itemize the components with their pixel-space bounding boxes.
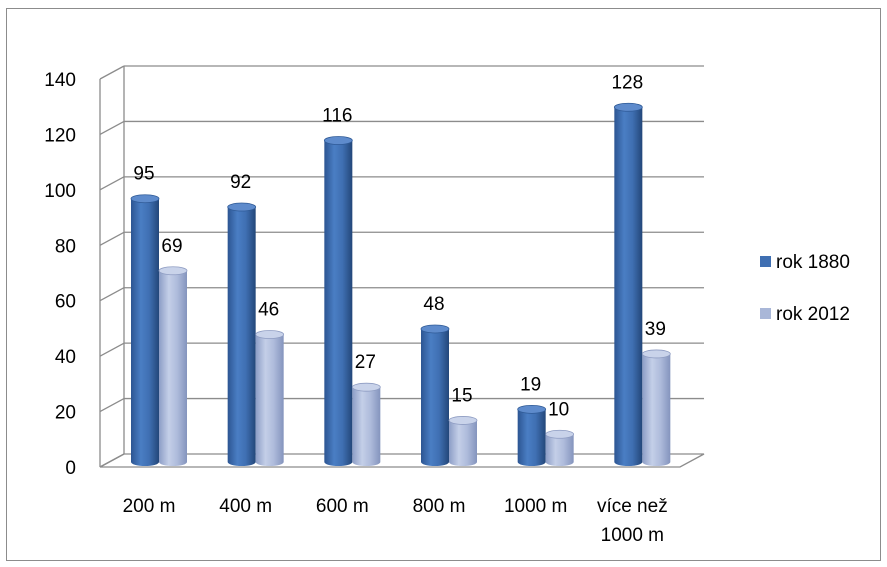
- bar-0-3: [421, 328, 449, 466]
- bar-0-5: [614, 107, 643, 466]
- bar-1-4: [545, 434, 574, 466]
- y-tick-label: 80: [55, 236, 76, 257]
- legend-label: rok 1880: [776, 252, 850, 273]
- bar-1-5: [642, 353, 671, 466]
- y-tick-label: 120: [44, 125, 76, 146]
- bar-0-4: [517, 409, 546, 466]
- data-label: 95: [133, 164, 154, 185]
- bar-cap: [613, 102, 643, 112]
- data-labels: 95 69 92 46 116 27 48 15 19 10 128 39: [133, 72, 665, 420]
- legend-swatch: [760, 308, 771, 319]
- bar-cap: [158, 266, 188, 276]
- gridline-side: [99, 287, 125, 302]
- bar-0-2: [324, 140, 353, 466]
- gridlines: [99, 65, 704, 468]
- y-tick-label: 60: [55, 292, 76, 313]
- bar-0-0: [131, 198, 159, 466]
- gridline-side: [99, 65, 125, 80]
- gridline-side: [99, 176, 125, 191]
- y-tick-label: 0: [65, 458, 76, 479]
- x-tick-label: 400 m: [219, 496, 272, 517]
- bar-cap: [323, 136, 353, 145]
- y-tick-label: 140: [44, 70, 76, 91]
- bar-cap: [641, 349, 671, 359]
- bar-1-1: [255, 334, 284, 466]
- gridline-side: [99, 120, 125, 136]
- bar-1-3: [449, 420, 477, 466]
- gridline-side: [99, 342, 125, 357]
- y-tick-label: 40: [55, 347, 76, 368]
- bar-cap: [420, 324, 450, 334]
- bars: [130, 102, 671, 466]
- data-label: 48: [423, 294, 444, 315]
- bar-cap: [448, 416, 478, 425]
- y-tick-label: 20: [55, 403, 76, 424]
- bar-cap: [255, 330, 285, 339]
- data-label: 92: [230, 172, 251, 193]
- data-label: 15: [451, 385, 472, 406]
- bar-1-2: [352, 387, 381, 466]
- bar-cap: [351, 382, 381, 392]
- axes: [99, 66, 705, 468]
- data-label: 46: [258, 300, 279, 321]
- data-label: 116: [322, 106, 352, 127]
- data-label: 39: [645, 319, 666, 340]
- legend-swatch: [760, 256, 771, 267]
- x-tick-label: více než 1000 m: [597, 496, 668, 546]
- y-tick-label: 100: [44, 181, 76, 202]
- x-tick-label: 200 m: [123, 496, 176, 517]
- x-tick-label: 600 m: [316, 496, 369, 517]
- bar-1-0: [159, 270, 187, 466]
- data-label: 19: [520, 374, 541, 395]
- x-tick-label: 1000 m: [504, 496, 567, 517]
- tick-labels: 0 20 40 60 80 100 120 140 200 m 400 m 600 m 800 m 10…: [44, 70, 667, 546]
- chart-floor: [99, 453, 705, 468]
- bar-0-1: [227, 207, 256, 466]
- data-label: 69: [161, 236, 182, 257]
- data-label: 10: [548, 399, 569, 420]
- legend: rok 1880 rok 2012: [760, 252, 850, 325]
- legend-label: rok 2012: [776, 304, 850, 325]
- data-label: 27: [355, 352, 376, 373]
- bar-cap: [545, 429, 575, 439]
- data-label: 128: [611, 72, 643, 93]
- bar-cap: [517, 404, 547, 414]
- gridline-side: [99, 231, 125, 246]
- gridline-side: [99, 397, 125, 413]
- bar-cap: [130, 194, 160, 204]
- bar-cap: [227, 202, 257, 212]
- x-tick-label: 800 m: [413, 496, 466, 517]
